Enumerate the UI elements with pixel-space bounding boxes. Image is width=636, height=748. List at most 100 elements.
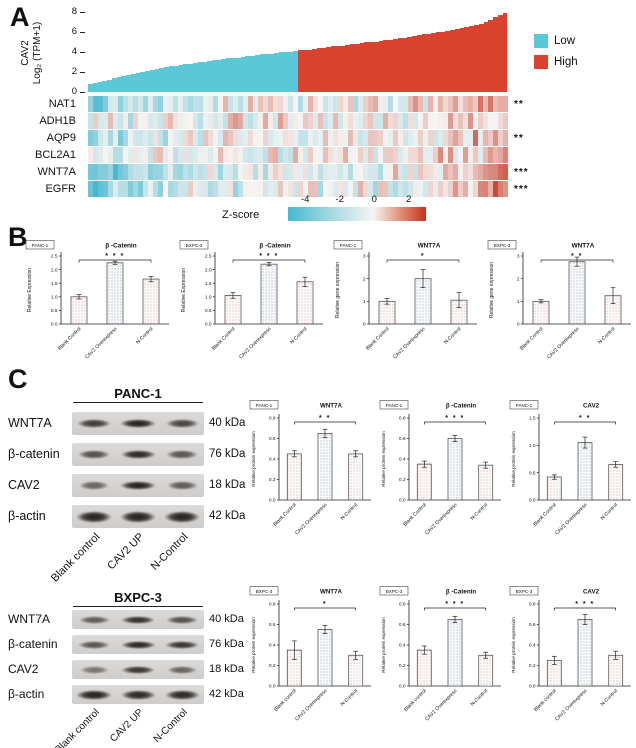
panel-a-label: A <box>10 2 30 32</box>
blot-band <box>120 481 156 490</box>
chart-c-panc1-wnt7a: PANC-1 WNT7A 0.0 0.2 0.4 0.6 0.8 Relative prote… <box>248 398 376 562</box>
heatmap-cell <box>373 164 378 180</box>
svg-text:WNT7A: WNT7A <box>320 403 343 410</box>
heatmap-cell <box>123 130 128 146</box>
heatmap-cell <box>98 113 103 129</box>
heatmap-cell <box>218 181 223 197</box>
heatmap-cell <box>223 147 228 163</box>
heatmap-cell <box>118 147 123 163</box>
svg-text:CAV2 Overexpress: CAV2 Overexpress <box>546 326 581 361</box>
blot-kda-label: 18 kDa <box>209 478 246 491</box>
heatmap-cell <box>323 96 328 112</box>
heatmap-cell <box>368 181 373 197</box>
heatmap-cell <box>153 130 158 146</box>
waterfall-bar <box>407 36 413 92</box>
heatmap-cell <box>258 96 263 112</box>
svg-text:CAV2 Overexpress: CAV2 Overexpress <box>424 688 459 723</box>
svg-text:N-Control: N-Control <box>135 326 154 345</box>
heatmap-cell <box>273 181 278 197</box>
heatmap-cell <box>108 147 113 163</box>
heatmap-cell <box>468 113 473 129</box>
heatmap-cell <box>258 164 263 180</box>
heatmap-cell <box>333 96 338 112</box>
heatmap-cell <box>233 164 238 180</box>
waterfall-tick: 2 <box>48 66 86 78</box>
heatmap-cell <box>103 181 108 197</box>
heatmap-cell <box>253 113 258 129</box>
heatmap-cell <box>303 181 308 197</box>
heatmap-cell <box>133 96 138 112</box>
bar-chart-svg: PANC-1 CAV2 0.0 0.5 1.0 1.5 Relative protein e… <box>509 400 631 536</box>
heatmap-cell <box>113 147 118 163</box>
heatmap-cell <box>413 130 418 146</box>
heatmap-cell <box>93 181 98 197</box>
blot-band <box>78 640 110 649</box>
heatmap-cell <box>183 164 188 180</box>
heatmap-cell <box>223 113 228 129</box>
heatmap-cell <box>488 96 493 112</box>
heatmap-cell <box>133 113 138 129</box>
heatmap-cell <box>458 181 463 197</box>
waterfall-bar <box>412 36 417 92</box>
blot-kda-label: 40 kDa <box>209 416 246 429</box>
heatmap-cell <box>203 113 208 129</box>
gene-label: EGFR <box>45 183 76 195</box>
svg-text:N-Control: N-Control <box>289 326 308 345</box>
heatmap-cell <box>258 147 263 163</box>
heatmap-cell <box>328 164 333 180</box>
heatmap-cell <box>188 181 193 197</box>
heatmap-cell <box>258 130 263 146</box>
heatmap-cell <box>163 96 168 112</box>
waterfall-tick: 8 <box>48 6 86 18</box>
blot-band <box>165 419 199 428</box>
heatmap-cell <box>488 181 493 197</box>
waterfall-y-axis-title-line1: CAV2 <box>20 40 31 66</box>
svg-text:0.4: 0.4 <box>399 457 406 463</box>
heatmap-cell <box>118 96 123 112</box>
waterfall-bar <box>483 22 489 92</box>
waterfall-bar <box>221 58 227 92</box>
heatmap-cell <box>363 130 368 146</box>
svg-text:CAV2 Overexpress: CAV2 Overexpress <box>84 326 119 361</box>
heatmap-cell <box>103 113 108 129</box>
waterfall-bar <box>302 50 308 92</box>
heatmap-cell <box>143 147 148 163</box>
heatmap-cell <box>398 130 403 146</box>
heatmap-cell <box>218 130 223 146</box>
waterfall-bar <box>469 26 475 92</box>
heatmap-cell <box>428 147 433 163</box>
blot-lane-label: CAV2 UP <box>108 707 146 745</box>
waterfall-bar <box>435 32 441 92</box>
heatmap-cell <box>178 96 183 112</box>
heatmap-cell <box>503 96 508 112</box>
heatmap-cell <box>98 164 103 180</box>
heatmap-cell <box>383 130 388 146</box>
heatmap-cell <box>298 181 303 197</box>
heatmap-cell <box>393 96 398 112</box>
heatmap-cell <box>428 113 433 129</box>
heatmap-cell <box>348 96 353 112</box>
heatmap-cell <box>403 113 408 129</box>
heatmap-cell <box>358 181 363 197</box>
heatmap-cell <box>473 181 478 197</box>
waterfall-bar <box>159 68 165 92</box>
heatmap-cell <box>333 147 338 163</box>
svg-text:* *: * * <box>579 415 591 422</box>
expression-legend: Low High <box>534 34 578 76</box>
waterfall-bar <box>154 69 160 92</box>
heatmap-cell <box>423 164 428 180</box>
heatmap-cell <box>238 164 243 180</box>
heatmap-cell <box>128 147 133 163</box>
waterfall-bar <box>335 46 341 92</box>
blot-band <box>120 510 156 523</box>
heatmap-cell <box>343 130 348 146</box>
svg-text:BXPC-3: BXPC-3 <box>494 243 511 248</box>
heatmap-cell <box>343 181 348 197</box>
waterfall-bar <box>197 62 203 92</box>
zscore-ticks: -4 -2 0 2 <box>288 194 426 206</box>
heatmap-cell <box>163 147 168 163</box>
chart-c-panc1-cav2: PANC-1 CAV2 0.0 0.5 1.0 1.5 Relative protein e… <box>508 398 636 562</box>
western-blot-bxpc3: BXPC-3 WNT7A 40 kDa β-catenin 76 kDa CAV2 18 k… <box>6 590 250 748</box>
heatmap-cell <box>228 96 233 112</box>
waterfall-bar <box>178 64 184 92</box>
